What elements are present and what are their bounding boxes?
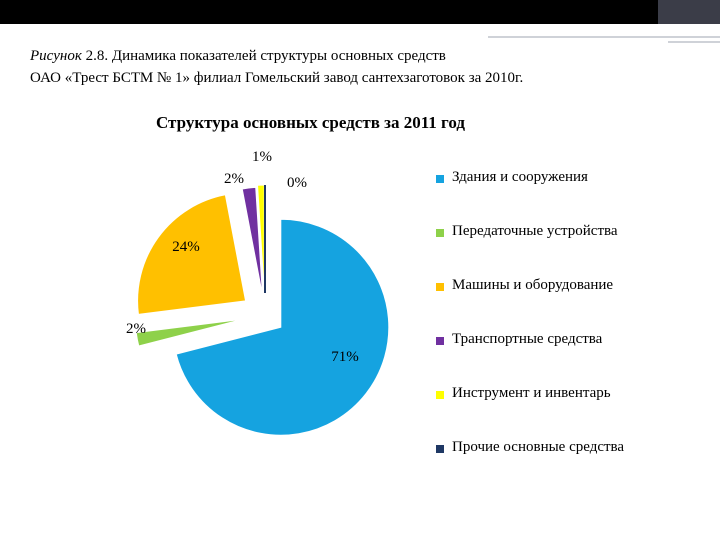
legend-label: Здания и сооружения <box>452 169 588 185</box>
legend-label: Прочие основные средства <box>452 439 625 455</box>
legend-swatch <box>436 391 444 399</box>
legend-label: Инструмент и инвентарь <box>452 385 611 401</box>
legend-label: Транспортные средства <box>452 331 603 347</box>
caption-line-2: ОАО «Трест БСТМ № 1» филиал Гомельский з… <box>30 70 524 86</box>
data-label-buildings: 71% <box>331 349 359 365</box>
caption-prefix: Рисунок <box>30 48 82 64</box>
header-rule-2 <box>668 41 720 43</box>
header-rule <box>488 36 720 38</box>
caption-line-1: 2.8. Динамика показателей структуры осно… <box>81 48 446 64</box>
pie-slice-machinery <box>137 194 247 315</box>
top-bar <box>0 0 720 24</box>
legend-swatch <box>436 337 444 345</box>
legend-label: Передаточные устройства <box>452 223 618 239</box>
top-bar-accent <box>658 0 720 24</box>
legend-swatch <box>436 445 444 453</box>
data-label-tools: 1% <box>252 149 272 165</box>
legend-swatch <box>436 175 444 183</box>
data-label-transmission: 2% <box>126 321 146 337</box>
data-label-other: 0% <box>287 175 307 191</box>
legend-swatch <box>436 283 444 291</box>
chart-title: Структура основных средств за 2011 год <box>156 113 465 132</box>
data-label-transport: 2% <box>224 171 244 187</box>
data-label-machinery: 24% <box>172 239 200 255</box>
legend-swatch <box>436 229 444 237</box>
pie-slice-buildings <box>175 218 390 436</box>
legend-label: Машины и оборудование <box>452 277 614 293</box>
figure-caption: Рисунок 2.8. Динамика показателей структ… <box>30 45 710 89</box>
pie-slice-transmission <box>135 318 244 347</box>
pie-slice-transport <box>241 186 263 296</box>
